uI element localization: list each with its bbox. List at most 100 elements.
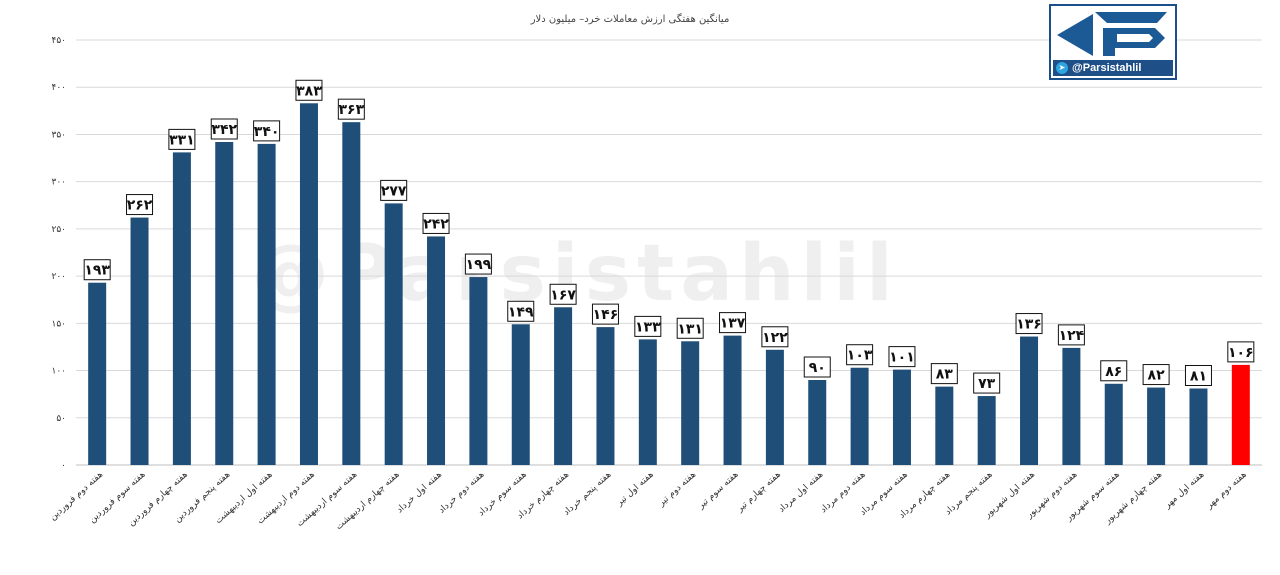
data-label-text: ۳۴۰ [254, 124, 280, 140]
bar [172, 152, 191, 465]
logo-handle: @Parsistahlil [1072, 62, 1142, 74]
data-label-text: ۳۶۳ [339, 102, 365, 118]
data-label-box [888, 346, 916, 368]
bar [1062, 347, 1081, 465]
y-tick-label: ۳۵۰ [51, 130, 66, 140]
bar [130, 217, 149, 465]
data-label-text: ۱۳۳ [635, 319, 661, 335]
data-label-box [295, 79, 323, 101]
data-label-box [591, 303, 619, 325]
data-labels: ۱۹۳ ۲۶۲ ۳۳۱ ۳۴۲ ۳۴۰ ۳۸۳ ۳۶۳ ۲۷۷ ۲۴۲ ۱۹۹ ۱۴۹ ۱۶۷ ۱۴۶ ۱… [83, 79, 1255, 394]
data-label-text: ۱۰۶ [1228, 345, 1254, 361]
data-label-box [507, 300, 535, 322]
y-tick-label: ۴۰۰ [51, 83, 66, 93]
bar [1189, 388, 1208, 465]
logo-handle-strip: ➤ @Parsistahlil [1053, 60, 1173, 76]
data-label-box [1184, 365, 1212, 386]
data-label: ۲۶۲ [126, 194, 154, 216]
data-label-text: ۱۳۷ [720, 316, 746, 332]
bar [469, 277, 488, 465]
data-label-box [1100, 360, 1128, 382]
data-label: ۱۲۲ [761, 326, 789, 348]
bars [88, 103, 1250, 466]
data-label: ۱۰۳ [846, 344, 874, 366]
data-label-text: ۱۹۹ [466, 257, 492, 273]
data-label-text: ۸۶ [1105, 364, 1122, 380]
bar [215, 142, 234, 465]
bar [638, 339, 657, 465]
bar [342, 122, 361, 466]
bar [88, 282, 107, 465]
data-label-box [464, 253, 492, 275]
brand-logo[interactable]: ➤ @Parsistahlil [1049, 4, 1177, 80]
bar [808, 380, 827, 465]
data-label: ۱۴۹ [507, 300, 535, 322]
data-label: ۸۶ [1100, 360, 1128, 382]
data-label-box [253, 120, 281, 142]
bar [427, 236, 446, 465]
bar [1020, 336, 1039, 465]
y-axis-ticks: ۰ ۵۰ ۱۰۰ ۱۵۰ ۲۰۰ ۲۵۰ ۳۰۰ ۳۵۰ ۴۰۰ ۴۵۰ [51, 36, 66, 471]
bar [892, 369, 911, 465]
data-label-box [634, 315, 662, 337]
data-label: ۱۳۷ [719, 312, 747, 334]
bar [1104, 383, 1123, 465]
data-label-text: ۳۸۳ [296, 83, 322, 99]
data-label-box [803, 356, 831, 378]
x-tick-label: هفته دوم مهر [1204, 470, 1249, 512]
data-label: ۳۳۱ [168, 128, 196, 150]
data-label: ۱۳۳ [634, 315, 662, 337]
data-label-text: ۱۳۱ [677, 321, 703, 337]
data-label: ۲۷۷ [380, 179, 408, 201]
bar [596, 327, 615, 465]
data-label-text: ۱۲۴ [1059, 328, 1085, 344]
data-label: ۳۸۳ [295, 79, 323, 101]
data-label: ۸۱ [1184, 365, 1212, 386]
data-label-text: ۱۰۳ [847, 348, 873, 364]
data-label-box [1142, 364, 1170, 386]
data-label-box [930, 363, 958, 385]
data-label: ۱۲۴ [1057, 324, 1085, 346]
parsistahlil-logo-icon [1057, 12, 1167, 56]
data-label-text: ۱۹۳ [84, 263, 110, 279]
data-label-text: ۲۶۲ [127, 198, 153, 214]
data-label: ۱۰۶ [1227, 341, 1255, 363]
data-label-text: ۲۴۲ [423, 216, 449, 232]
data-label: ۱۶۷ [549, 283, 577, 305]
data-label-box [168, 128, 196, 150]
data-label-box [422, 212, 450, 234]
chart-title: میانگین هفتگی ارزش معاملات خرد– میلیون د… [530, 13, 730, 25]
data-label-box [337, 98, 365, 120]
data-label-box [1227, 341, 1255, 363]
data-label: ۱۳۶ [1015, 313, 1043, 335]
data-label-box [676, 317, 704, 339]
data-label-text: ۸۳ [936, 367, 954, 383]
data-label: ۱۴۶ [591, 303, 619, 325]
data-label: ۹۰ [803, 356, 831, 378]
bar [935, 386, 954, 465]
data-label-text: ۷۳ [978, 376, 996, 392]
data-label: ۷۳ [973, 372, 1001, 394]
data-label-text: ۱۴۹ [508, 304, 534, 320]
data-label: ۱۰۱ [888, 346, 916, 368]
x-tick-label: هفته چهارم تیر [734, 470, 783, 515]
bar [1147, 387, 1166, 465]
bar [299, 103, 318, 466]
data-label-box [1015, 313, 1043, 335]
y-tick-label: ۱۰۰ [51, 367, 66, 377]
data-label-box [719, 312, 747, 334]
y-tick-label: ۴۵۰ [51, 36, 66, 46]
data-label-box [83, 259, 111, 281]
data-label-box [126, 194, 154, 216]
data-label-box [380, 179, 408, 201]
data-label-text: ۲۷۷ [381, 183, 407, 199]
data-label: ۱۹۳ [83, 259, 111, 281]
data-label-box [761, 326, 789, 348]
data-label: ۳۴۲ [210, 118, 238, 140]
bar [850, 367, 869, 465]
data-label-text: ۱۲۲ [762, 330, 788, 346]
data-label: ۳۶۳ [337, 98, 365, 120]
